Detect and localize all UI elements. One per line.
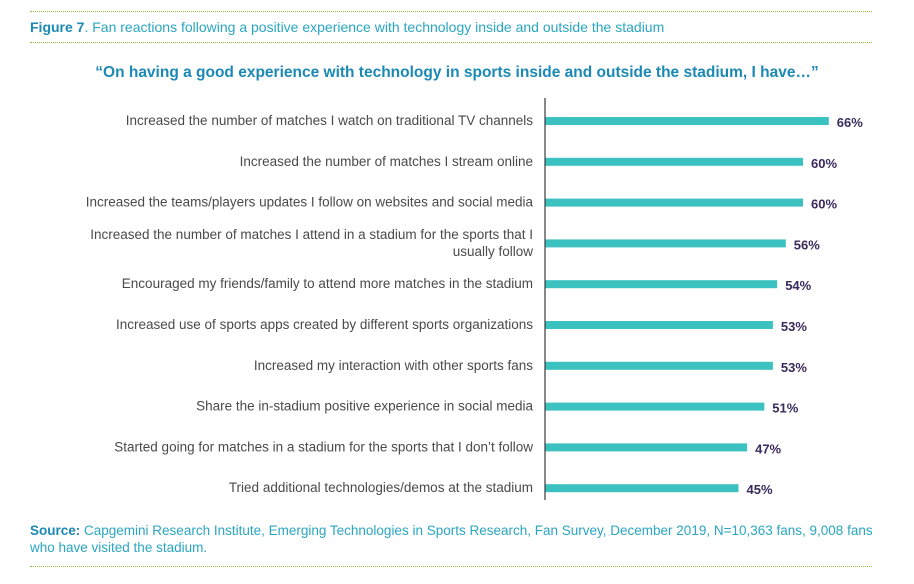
source-label: Source: bbox=[30, 523, 81, 538]
value-label-8: 47% bbox=[755, 441, 781, 456]
bar-3 bbox=[545, 239, 786, 248]
bar-4 bbox=[545, 280, 778, 289]
bar-5 bbox=[545, 321, 773, 329]
source-text: Capgemini Research Institute, Emerging T… bbox=[30, 523, 873, 555]
bar-1 bbox=[545, 157, 803, 166]
value-label-0: 66% bbox=[837, 115, 863, 130]
bar-6 bbox=[545, 361, 773, 370]
category-label-0: Increased the number of matches I watch … bbox=[126, 113, 533, 128]
figure-label: Figure 7 bbox=[30, 19, 85, 35]
category-label-9: Tried additional technologies/demos at t… bbox=[229, 480, 533, 495]
figure-caption: Figure 7. Fan reactions following a posi… bbox=[30, 19, 664, 35]
value-label-3: 56% bbox=[794, 237, 820, 252]
value-label-5: 53% bbox=[781, 319, 807, 334]
category-label-2: Increased the teams/players updates I fo… bbox=[86, 195, 534, 210]
category-label-8: Started going for matches in a stadium f… bbox=[114, 439, 533, 454]
category-label-5: Increased use of sports apps created by … bbox=[116, 317, 533, 332]
value-label-1: 60% bbox=[811, 156, 837, 171]
category-label-6: Increased my interaction with other spor… bbox=[254, 358, 533, 373]
figure-caption-text: . Fan reactions following a positive exp… bbox=[84, 19, 665, 35]
category-label-7: Share the in-stadium positive experience… bbox=[196, 399, 533, 414]
value-label-9: 45% bbox=[747, 482, 773, 497]
bar-0 bbox=[545, 117, 829, 125]
value-label-2: 60% bbox=[811, 197, 837, 212]
value-label-4: 54% bbox=[785, 278, 811, 293]
bottom-divider bbox=[30, 566, 872, 567]
bars-layer: 66% Increased the number of matches I wat… bbox=[86, 113, 864, 497]
top-divider bbox=[30, 11, 872, 12]
bar-8 bbox=[545, 443, 748, 452]
category-label-1: Increased the number of matches I stream… bbox=[240, 154, 533, 169]
source-note: Source: Capgemini Research Institute, Em… bbox=[30, 522, 880, 556]
bar-2 bbox=[545, 198, 803, 207]
value-label-6: 53% bbox=[781, 360, 807, 375]
bar-chart: 66% Increased the number of matches I wat… bbox=[86, 98, 864, 500]
bar-9 bbox=[545, 484, 739, 493]
category-label-4: Encouraged my friends/family to attend m… bbox=[122, 276, 533, 291]
bar-7 bbox=[545, 402, 765, 411]
category-label-3: Increased the number of matches I attend… bbox=[90, 227, 533, 259]
header-divider bbox=[30, 42, 872, 43]
chart-title: “On having a good experience with techno… bbox=[95, 64, 819, 81]
value-label-7: 51% bbox=[772, 401, 798, 416]
